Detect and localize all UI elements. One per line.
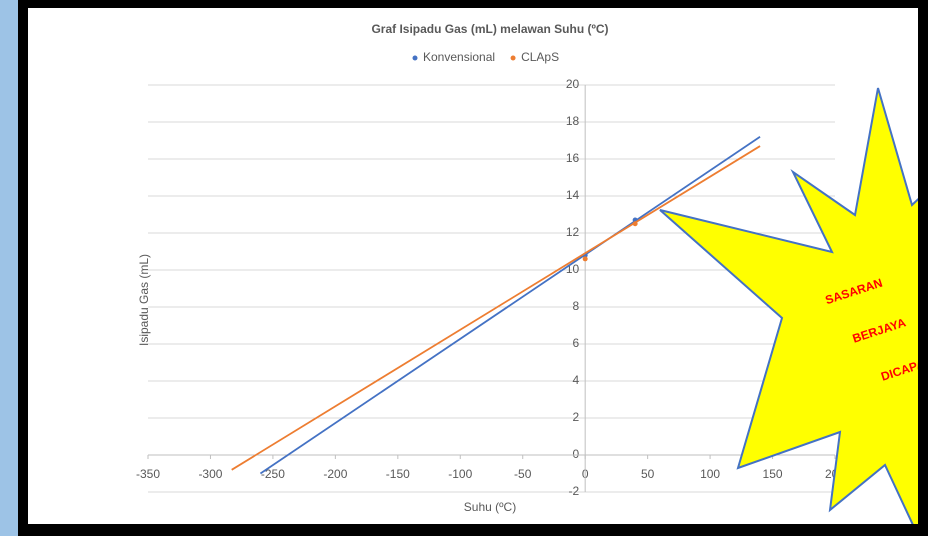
- x-tick-label: 150: [763, 467, 783, 481]
- y-tick-label: 14: [566, 188, 580, 202]
- slide: Graf Isipadu Gas (mL) melawan Suhu (ºC) …: [0, 0, 928, 536]
- y-tick-label: 18: [566, 114, 580, 128]
- x-axis-label: Suhu (ºC): [464, 500, 516, 514]
- y-tick-label: -2: [569, 484, 580, 498]
- legend-marker: [511, 56, 516, 61]
- x-tick-label: -200: [323, 467, 347, 481]
- y-tick-label: 4: [572, 373, 579, 387]
- legend-label: CLApS: [521, 50, 559, 64]
- side-strip: [0, 0, 18, 536]
- x-tick-label: -50: [514, 467, 532, 481]
- x-tick-label: -300: [198, 467, 222, 481]
- x-tick-label: -350: [136, 467, 160, 481]
- y-tick-label: 16: [566, 151, 580, 165]
- x-tick-label: 100: [700, 467, 720, 481]
- legend-marker: [413, 56, 418, 61]
- y-tick-label: 0: [572, 447, 579, 461]
- chart-title: Graf Isipadu Gas (mL) melawan Suhu (ºC): [371, 22, 608, 36]
- y-tick-label: 6: [572, 336, 579, 350]
- y-tick-label: 20: [566, 77, 580, 91]
- y-axis-label: Isipadu Gas (mL): [137, 254, 151, 346]
- x-tick-label: -100: [448, 467, 472, 481]
- point: [633, 221, 638, 226]
- legend-label: Konvensional: [423, 50, 495, 64]
- y-tick-label: 8: [572, 299, 579, 313]
- x-tick-label: -150: [386, 467, 410, 481]
- x-tick-label: -250: [261, 467, 285, 481]
- y-tick-label: 2: [572, 410, 579, 424]
- point: [583, 256, 588, 261]
- y-tick-label: 12: [566, 225, 580, 239]
- x-tick-label: 50: [641, 467, 655, 481]
